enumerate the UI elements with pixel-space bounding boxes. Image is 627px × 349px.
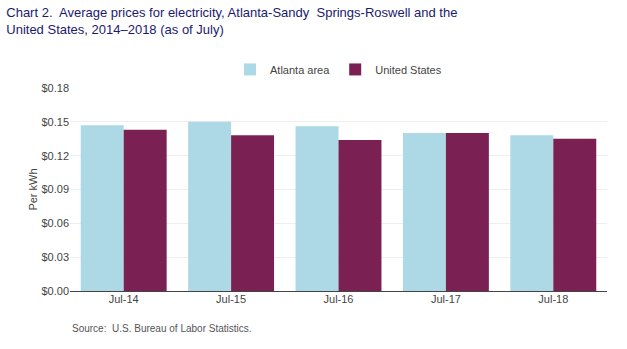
svg-text:$0.03: $0.03 <box>41 251 69 263</box>
svg-text:Jul-14: Jul-14 <box>109 293 139 305</box>
svg-text:Atlanta area: Atlanta area <box>270 64 330 76</box>
svg-text:United States: United States <box>375 64 442 76</box>
svg-text:Chart 2. Average prices for e: Chart 2. Average prices for electricity,… <box>6 5 457 37</box>
svg-text:$0.09: $0.09 <box>41 183 69 195</box>
svg-text:Jul-17: Jul-17 <box>431 293 461 305</box>
svg-text:Jul-15: Jul-15 <box>216 293 246 305</box>
svg-text:Jul-18: Jul-18 <box>538 293 568 305</box>
svg-text:$0.12: $0.12 <box>41 150 69 162</box>
svg-text:$0.15: $0.15 <box>41 116 69 128</box>
svg-text:$0.06: $0.06 <box>41 217 69 229</box>
svg-text:$0.00: $0.00 <box>41 285 69 297</box>
svg-text:Jul-16: Jul-16 <box>324 293 354 305</box>
svg-text:Source: U.S. Bureau of Labor: Source: U.S. Bureau of Labor Statistics. <box>72 323 252 334</box>
svg-text:Per kWh: Per kWh <box>27 168 39 210</box>
svg-text:$0.18: $0.18 <box>41 82 69 94</box>
